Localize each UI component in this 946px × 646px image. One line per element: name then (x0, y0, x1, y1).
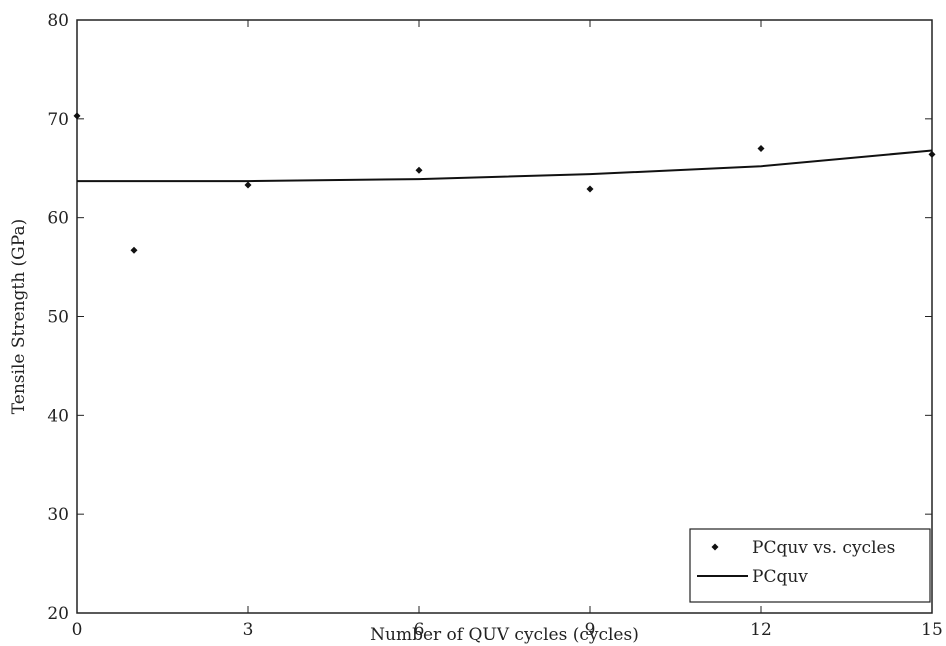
y-tick-label: 70 (47, 110, 69, 130)
legend-label-points: PCquv vs. cycles (752, 538, 895, 558)
x-axis-title: Number of QUV cycles (cycles) (370, 625, 639, 645)
x-tick-label: 12 (750, 620, 772, 640)
x-tick-label: 0 (72, 620, 83, 640)
data-point (415, 166, 423, 174)
y-tick-label: 40 (47, 406, 69, 426)
data-point (586, 185, 594, 193)
x-tick-label: 15 (921, 620, 943, 640)
data-point (928, 150, 936, 158)
plot-frame (76, 19, 933, 614)
legend-label-line: PCquv (752, 567, 808, 587)
y-tick-label: 20 (47, 604, 69, 624)
data-point (73, 112, 81, 120)
x-tick-label: 3 (243, 620, 254, 640)
y-tick-label: 60 (47, 209, 69, 229)
x-tick-label: 9 (585, 620, 596, 640)
data-point (757, 144, 765, 152)
series-layer (73, 112, 936, 254)
y-axis-title: Tensile Strength (GPa) (9, 219, 29, 414)
legend-marker-points (711, 543, 719, 551)
data-point (130, 246, 138, 254)
y-tick-label: 80 (47, 11, 69, 31)
legend: PCquv vs. cycles PCquv (689, 528, 931, 603)
plot-area (76, 19, 933, 614)
y-axis: 20 30 40 50 60 70 80 (47, 11, 932, 624)
fit-line-pcquv (77, 149, 933, 183)
y-tick-label: 50 (47, 308, 69, 328)
x-axis: 0 3 6 9 12 15 (72, 20, 943, 640)
y-tick-label: 30 (47, 505, 69, 525)
legend-box (689, 528, 931, 603)
x-tick-label: 6 (414, 620, 425, 640)
data-point (244, 181, 252, 189)
